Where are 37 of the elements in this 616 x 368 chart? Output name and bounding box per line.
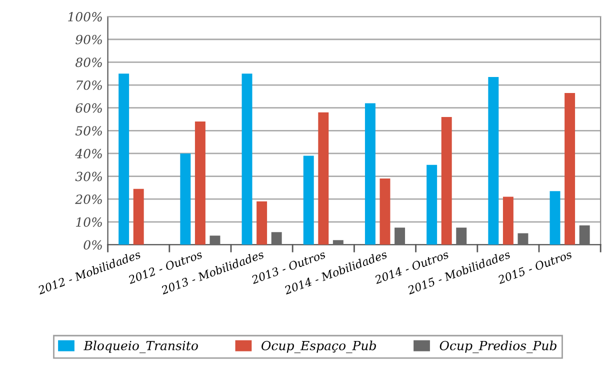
y-tick-label: 0% — [84, 240, 102, 250]
y-tick-label: 80% — [76, 58, 102, 68]
legend-label: Ocup_Espaço_Pub — [262, 340, 376, 354]
y-tick-label: 90% — [76, 34, 102, 44]
legend-label: Bloqueio_Transito — [84, 340, 198, 354]
y-tick-label: 70% — [76, 80, 102, 90]
bar — [180, 153, 191, 245]
bar — [488, 77, 499, 245]
y-tick-label: 30% — [75, 172, 102, 182]
bar — [456, 228, 467, 245]
bar — [380, 178, 390, 245]
y-tick-label: 20% — [75, 194, 102, 204]
bar — [518, 233, 528, 245]
bar — [242, 74, 252, 245]
y-tick-label: 10% — [76, 217, 102, 227]
y-tick-label: 50% — [75, 126, 102, 136]
y-tick-label: 100% — [68, 12, 102, 22]
bar — [564, 92, 576, 245]
bar — [579, 225, 590, 245]
bar — [364, 103, 376, 245]
bar — [210, 236, 220, 245]
bar — [318, 112, 329, 245]
bar — [256, 201, 268, 245]
bar — [332, 240, 344, 245]
bar — [303, 156, 314, 245]
bar — [426, 164, 438, 245]
bar — [118, 74, 130, 245]
bar — [194, 122, 206, 245]
bar — [502, 196, 514, 245]
bar — [441, 116, 452, 245]
y-tick-label: 60% — [76, 103, 102, 113]
bar — [133, 188, 144, 245]
y-tick-label: 40% — [75, 148, 102, 158]
bar — [394, 228, 406, 245]
legend-label: Ocup_Predios_Pub — [440, 340, 556, 354]
bar — [550, 191, 560, 245]
bar — [271, 232, 282, 245]
